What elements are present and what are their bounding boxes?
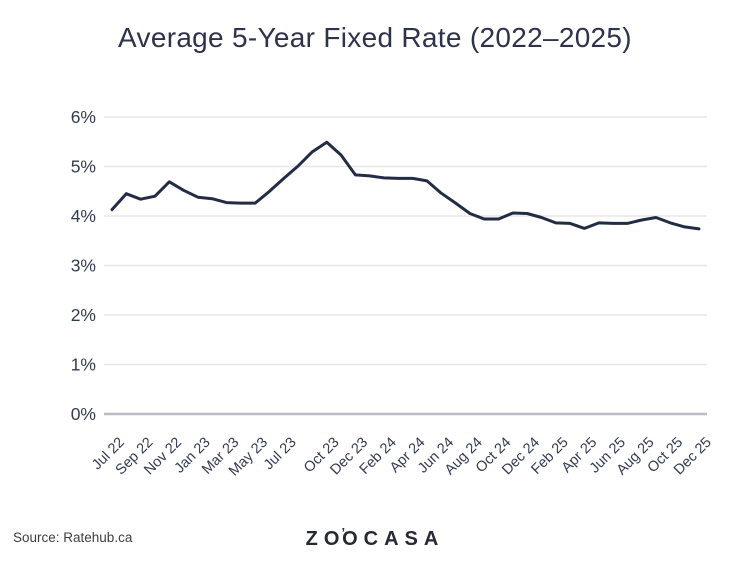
rate-line bbox=[110, 140, 701, 231]
y-tick-label: 4% bbox=[71, 206, 96, 226]
zoocasa-logo-post: OCASA bbox=[342, 528, 445, 550]
gridlines bbox=[104, 116, 707, 416]
zoocasa-logo: ZO’OCASA bbox=[0, 525, 750, 551]
y-tick-label: 2% bbox=[71, 305, 96, 325]
zoocasa-logo-pre: ZO bbox=[305, 528, 346, 550]
y-tick-label: 0% bbox=[71, 404, 96, 424]
y-tick-label: 3% bbox=[71, 256, 96, 276]
x-tick-label: Jul 23 bbox=[261, 435, 300, 474]
y-tick-label: 5% bbox=[71, 157, 96, 177]
y-tick-label: 1% bbox=[71, 355, 96, 375]
y-tick-label: 6% bbox=[71, 107, 96, 127]
y-axis-labels: 0% 1% 2% 3% 4% 5% 6% bbox=[71, 107, 96, 424]
source-attribution: Source: Ratehub.ca bbox=[13, 530, 133, 545]
rate-line-series bbox=[110, 140, 701, 231]
chart-title: Average 5-Year Fixed Rate (2022–2025) bbox=[118, 22, 632, 53]
zoocasa-logo-mark: ’ bbox=[341, 525, 346, 540]
